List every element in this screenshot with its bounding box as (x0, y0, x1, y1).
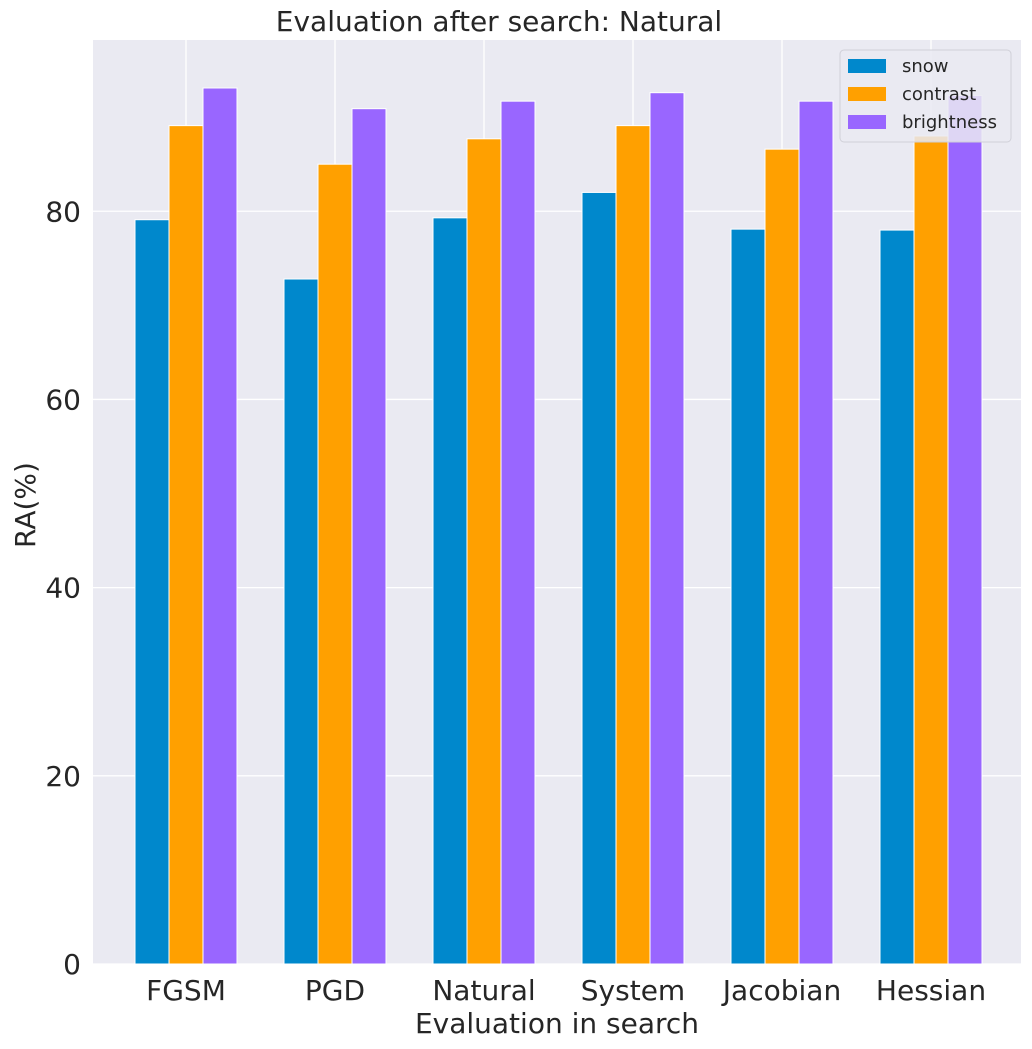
y-tick-label: 0 (63, 948, 81, 981)
x-tick-label: FGSM (146, 974, 226, 1007)
bar-contrast-system (615, 125, 651, 965)
bar-snow-natural (432, 217, 468, 965)
bars (134, 87, 983, 965)
bar-contrast-jacobian (764, 148, 800, 965)
y-tick-labels: 0 20 40 60 80 (45, 195, 81, 981)
legend-swatch-contrast (848, 87, 886, 101)
y-tick-label: 20 (45, 760, 81, 793)
x-tick-labels: FGSM PGD Natural System Jacobian Hessian (146, 974, 986, 1007)
y-tick-label: 80 (45, 195, 81, 228)
legend-label-brightness: brightness (902, 112, 997, 133)
legend-swatch-brightness (848, 115, 886, 129)
x-tick-label: Hessian (876, 974, 986, 1007)
bar-contrast-natural (466, 138, 502, 965)
y-tick-label: 60 (45, 383, 81, 416)
legend-swatch-snow (848, 59, 886, 73)
bar-brightness-natural (500, 100, 536, 965)
legend-label-contrast: contrast (902, 84, 976, 105)
bar-brightness-hessian (947, 95, 983, 965)
bar-contrast-fgsm (168, 125, 204, 965)
y-tick-label: 40 (45, 572, 81, 605)
bar-brightness-jacobian (798, 100, 834, 965)
bar-snow-fgsm (134, 219, 170, 965)
bar-contrast-hessian (913, 135, 949, 965)
bar-brightness-system (649, 92, 685, 965)
x-tick-label: System (581, 974, 685, 1007)
bar-brightness-pgd (351, 108, 387, 965)
x-tick-label: PGD (305, 974, 365, 1007)
chart-title: Evaluation after search: Natural (276, 5, 722, 38)
y-axis-label: RA(%) (9, 462, 42, 548)
bar-snow-hessian (879, 229, 915, 965)
bar-snow-jacobian (730, 228, 766, 965)
x-tick-label: Natural (432, 974, 535, 1007)
bar-brightness-fgsm (202, 87, 238, 965)
x-axis-label: Evaluation in search (415, 1007, 699, 1040)
bar-contrast-pgd (317, 163, 353, 965)
legend: snow contrast brightness (839, 49, 1012, 143)
x-tick-label: Jacobian (721, 974, 841, 1007)
bar-snow-pgd (283, 278, 319, 965)
legend-label-snow: snow (902, 56, 949, 77)
plot-background (93, 40, 1021, 964)
bar-snow-system (581, 191, 617, 965)
